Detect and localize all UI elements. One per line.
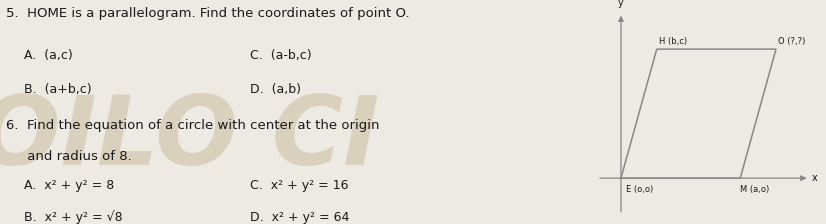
Text: x: x bbox=[812, 173, 818, 183]
Text: E (o,o): E (o,o) bbox=[626, 185, 653, 194]
Text: A.  x² + y² = 8: A. x² + y² = 8 bbox=[24, 179, 114, 192]
Text: O (?,?): O (?,?) bbox=[778, 37, 805, 46]
Text: C.  (a-b,c): C. (a-b,c) bbox=[249, 49, 311, 62]
Text: M (a,o): M (a,o) bbox=[740, 185, 770, 194]
Text: B.  (a+b,c): B. (a+b,c) bbox=[24, 83, 92, 96]
Text: OILO CI: OILO CI bbox=[0, 92, 379, 185]
Text: 6.  Find the equation of a circle with center at the origin: 6. Find the equation of a circle with ce… bbox=[6, 119, 379, 132]
Text: D.  x² + y² = 64: D. x² + y² = 64 bbox=[249, 211, 349, 224]
Text: and radius of 8.: and radius of 8. bbox=[6, 150, 131, 163]
Text: A.  (a,c): A. (a,c) bbox=[24, 49, 73, 62]
Text: H (b,c): H (b,c) bbox=[659, 37, 687, 46]
Text: y: y bbox=[618, 0, 624, 8]
Text: C.  x² + y² = 16: C. x² + y² = 16 bbox=[249, 179, 349, 192]
Text: 5.  HOME is a parallelogram. Find the coordinates of point O.: 5. HOME is a parallelogram. Find the coo… bbox=[6, 7, 410, 20]
Text: D.  (a,b): D. (a,b) bbox=[249, 83, 301, 96]
Text: B.  x² + y² = √8: B. x² + y² = √8 bbox=[24, 211, 122, 224]
